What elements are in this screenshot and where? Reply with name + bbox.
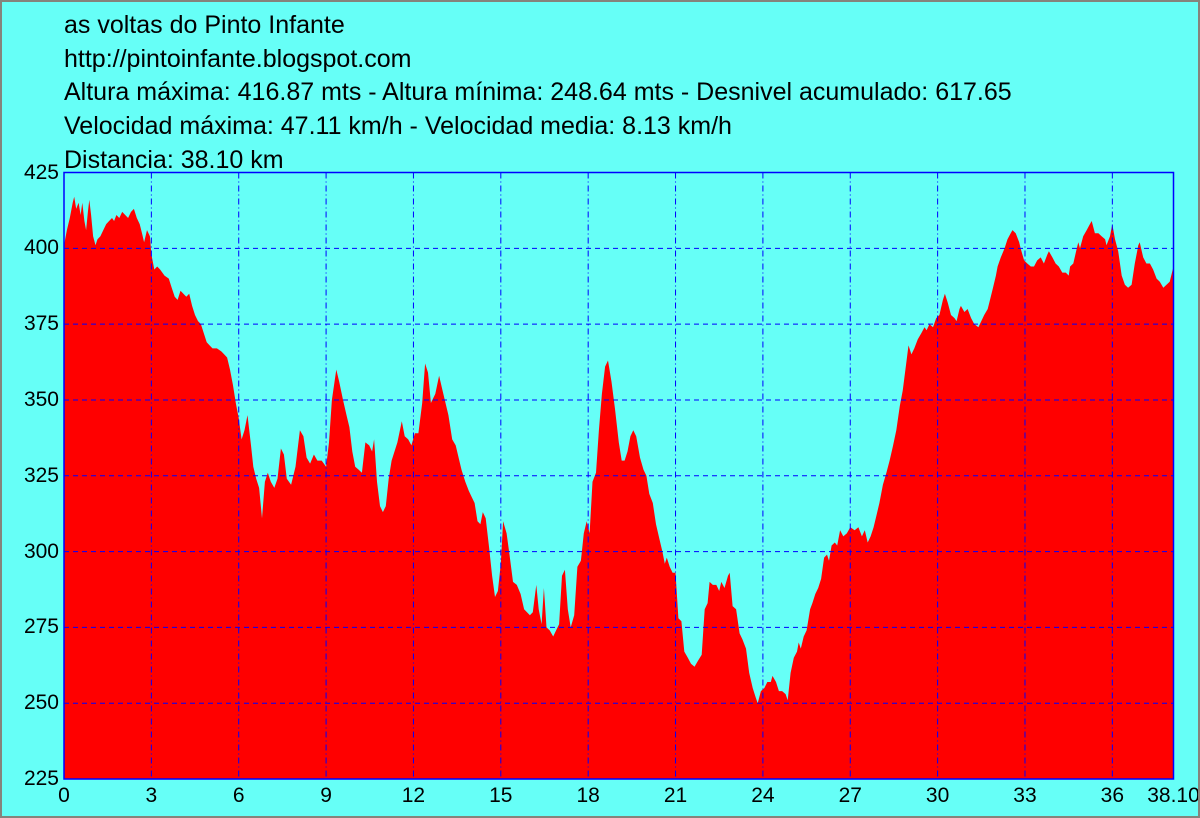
y-tick-label: 250 xyxy=(23,691,59,715)
x-tick-label: 27 xyxy=(838,784,862,807)
x-tick-label: 18 xyxy=(576,784,600,807)
x-tick-label: 0 xyxy=(58,784,70,807)
x-tick-label: 3 xyxy=(145,784,158,807)
x-tick-label: 12 xyxy=(401,784,426,807)
y-tick-label: 425 xyxy=(23,160,59,184)
y-tick-label: 225 xyxy=(23,767,59,790)
blog-url: http://pintoinfante.blogspot.com xyxy=(64,45,412,73)
speed-stats: Velocidad máxima: 47.11 km/h - Velocidad… xyxy=(64,112,732,140)
y-tick-label: 350 xyxy=(23,387,59,411)
y-tick-label: 325 xyxy=(23,463,59,487)
y-tick-label: 275 xyxy=(23,615,59,639)
y-tick-label: 375 xyxy=(23,312,59,336)
page-title: as voltas do Pinto Infante xyxy=(64,11,345,39)
elevation-area xyxy=(64,196,1174,780)
plot-frame xyxy=(63,171,1175,780)
x-tick-label: 9 xyxy=(320,784,332,807)
x-tick-label: 33 xyxy=(1013,784,1037,807)
y-tick-label: 400 xyxy=(23,236,59,260)
x-tick-label: 30 xyxy=(925,784,950,807)
y-tick-label: 300 xyxy=(23,539,59,563)
x-tick-label: 15 xyxy=(489,784,513,807)
x-tick-label: 6 xyxy=(232,784,245,807)
x-tick-label: 38.10 xyxy=(1147,784,1200,807)
x-tick-label: 36 xyxy=(1100,784,1125,807)
x-tick-label: 24 xyxy=(751,784,775,807)
altitude-stats: Altura máxima: 416.87 mts - Altura mínim… xyxy=(64,78,1012,106)
distance-stat: Distancia: 38.10 km xyxy=(64,146,284,174)
x-tick-label: 21 xyxy=(663,784,688,807)
